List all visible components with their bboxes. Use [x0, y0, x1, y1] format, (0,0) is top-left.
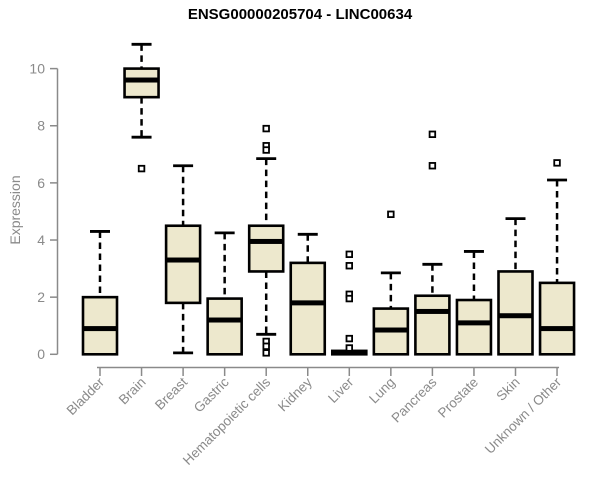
outlier-pancreas	[428, 130, 437, 139]
x-tick-label-bladder: Bladder	[64, 374, 108, 418]
x-tick-label-gastric: Gastric	[191, 374, 232, 415]
box-gastric	[206, 297, 243, 356]
y-tick-label: 8	[37, 118, 45, 134]
y-tick-label: 4	[37, 232, 45, 248]
outlier-liver	[345, 262, 353, 270]
median-kidney	[290, 300, 325, 306]
median-skin	[498, 313, 533, 319]
y-tick-label: 2	[37, 289, 45, 305]
x-tick-label-brain: Brain	[116, 375, 149, 408]
x-tick-label-kidney: Kidney	[275, 374, 315, 414]
outlier-unknown-other	[553, 159, 561, 167]
y-tick-label: 6	[37, 175, 45, 191]
outlier-liver	[345, 344, 353, 352]
x-tick-label-skin: Skin	[493, 375, 522, 404]
box-brain	[123, 67, 160, 99]
box-kidney	[289, 261, 327, 356]
outlier-liver	[345, 250, 353, 259]
median-breast	[166, 257, 201, 263]
median-pancreas	[415, 308, 450, 314]
x-tick-label-lung: Lung	[366, 375, 398, 407]
outlier-liver	[345, 334, 353, 343]
chart-title: ENSG00000205704 - LINC00634	[187, 6, 413, 23]
x-tick-label-liver: Liver	[325, 374, 357, 406]
box-bladder	[81, 295, 119, 356]
outlier-pancreas	[428, 162, 437, 170]
outlier-hematopoietic-cells	[262, 146, 270, 154]
x-tick-label-unknown-other: Unknown / Other	[482, 374, 565, 457]
median-unknown-other	[540, 326, 575, 332]
median-liver	[332, 350, 367, 356]
x-tick-label-breast: Breast	[152, 374, 190, 412]
median-bladder	[83, 326, 117, 332]
x-tick-label-prostate: Prostate	[435, 375, 481, 421]
outlier-hematopoietic-cells	[262, 124, 270, 133]
median-prostate	[456, 320, 491, 326]
median-hematopoietic-cells	[249, 238, 284, 244]
y-tick-label: 0	[37, 346, 45, 362]
box-prostate	[455, 298, 493, 356]
median-gastric	[207, 317, 242, 323]
box-breast	[164, 224, 202, 305]
outlier-liver	[345, 294, 353, 303]
box-unknown-other	[538, 281, 576, 356]
box-skin	[497, 270, 534, 356]
box-hematopoietic-cells	[247, 224, 285, 273]
outlier-lung	[387, 210, 395, 219]
outlier-hematopoietic-cells	[262, 342, 270, 351]
box-pancreas	[414, 294, 451, 356]
x-tick-label-pancreas: Pancreas	[389, 374, 440, 425]
outlier-brain	[137, 164, 146, 173]
outlier-hematopoietic-cells	[262, 349, 270, 357]
median-brain	[124, 77, 159, 83]
y-tick-label: 10	[29, 61, 45, 77]
median-lung	[373, 327, 408, 333]
